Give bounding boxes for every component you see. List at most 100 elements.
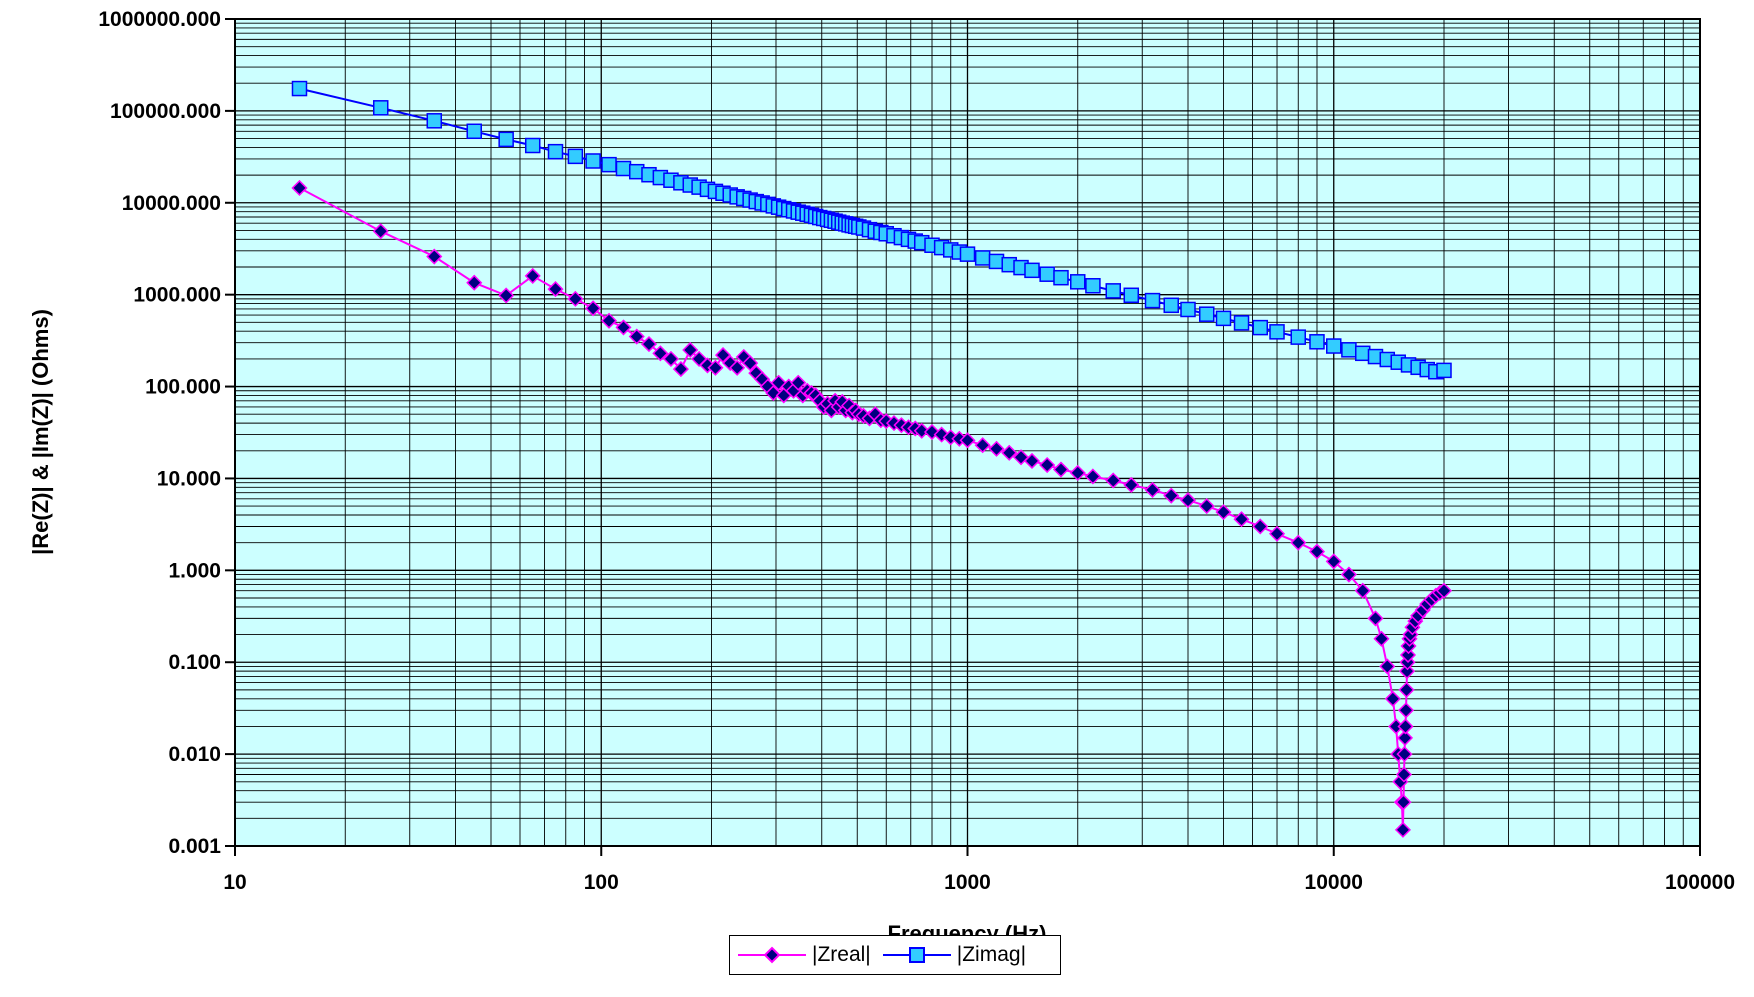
- data-point-zreal: [682, 341, 699, 359]
- legend-swatch-zreal: [738, 946, 806, 964]
- data-point-zreal: [372, 223, 389, 240]
- y-tick-labels: 1000000.000 100000.000 10000.000 1000.000 10…: [98, 8, 221, 858]
- data-point-zreal: [1233, 511, 1250, 528]
- data-point-zreal: [585, 300, 602, 317]
- y-tick-label: 10.000: [157, 467, 221, 490]
- y-tick-label: 1000000.000: [98, 8, 221, 31]
- data-point-zimag: [1024, 262, 1040, 279]
- data-point-zreal: [1395, 794, 1412, 811]
- data-point-zreal: [652, 345, 669, 362]
- data-point-zimag: [1233, 315, 1250, 331]
- data-point-zimag: [959, 246, 976, 262]
- data-point-zreal: [1084, 468, 1101, 485]
- data-point-zreal: [959, 432, 976, 449]
- data-point-zimag: [524, 137, 541, 154]
- data-point-zimag: [1144, 292, 1161, 309]
- data-point-zreal: [567, 290, 584, 307]
- data-point-zimag: [1053, 269, 1069, 286]
- data-point-zreal: [1399, 646, 1417, 664]
- data-point-zimag: [1269, 324, 1285, 340]
- data-point-zimag: [291, 80, 308, 97]
- data-point-zreal: [1325, 553, 1342, 570]
- series-zreal: [291, 179, 1453, 838]
- x-tick-label: 100: [584, 871, 619, 894]
- data-point-zreal: [1367, 610, 1384, 627]
- legend-swatch-zimag: [882, 947, 951, 963]
- data-point-zreal: [1023, 452, 1041, 470]
- data-point-zimag: [601, 156, 617, 173]
- data-point-zreal: [1290, 534, 1307, 551]
- data-point-zreal: [1398, 681, 1415, 698]
- data-point-zreal: [1340, 566, 1357, 583]
- data-point-zreal: [974, 437, 991, 454]
- data-point-zimag: [1070, 274, 1086, 290]
- data-point-zimag: [1290, 329, 1307, 345]
- data-point-zreal: [547, 281, 564, 298]
- axes: [225, 18, 1701, 856]
- x-tick-label: 10: [223, 871, 246, 894]
- data-point-zimag: [1436, 362, 1452, 379]
- y-tick-label: 1000.000: [133, 284, 221, 307]
- data-point-zreal: [615, 319, 632, 336]
- data-point-zimag: [567, 148, 584, 165]
- data-point-zimag: [1180, 301, 1196, 318]
- data-point-zimag: [1123, 287, 1140, 304]
- data-point-zreal: [1268, 525, 1286, 542]
- series-layer: [291, 80, 1453, 838]
- data-point-zimag: [1309, 334, 1325, 350]
- data-point-zimag: [1341, 342, 1357, 358]
- data-point-zimag: [1163, 297, 1179, 314]
- data-point-zimag: [1252, 319, 1269, 336]
- y-tick-label: 0.010: [168, 743, 221, 766]
- data-point-zimag: [585, 153, 601, 169]
- data-point-zimag: [974, 250, 991, 266]
- data-point-zreal: [1373, 630, 1390, 647]
- data-point-zreal: [1394, 821, 1412, 838]
- data-point-zimag: [426, 113, 443, 129]
- data-point-zreal: [1179, 492, 1197, 509]
- data-point-zimag: [1326, 338, 1342, 354]
- data-point-zreal: [498, 287, 515, 304]
- legend-item-zimag: |Zimag|: [881, 943, 1026, 967]
- data-point-zreal: [640, 336, 658, 353]
- legend: |Zreal| |Zimag|: [729, 935, 1061, 975]
- y-tick-label: 100.000: [145, 376, 221, 399]
- x-tick-label: 1000: [944, 871, 991, 894]
- x-tick-labels: 10 100 1000 10000 100000: [223, 871, 1735, 894]
- data-point-zimag: [498, 131, 514, 148]
- data-point-zimag: [1105, 283, 1121, 299]
- data-point-zreal: [707, 359, 724, 376]
- data-point-zreal: [1398, 663, 1416, 680]
- data-point-zreal: [913, 422, 930, 439]
- data-point-zreal: [1163, 487, 1180, 504]
- data-point-zimag: [466, 123, 482, 140]
- data-point-zreal: [1052, 461, 1070, 478]
- data-point-zreal: [628, 328, 645, 345]
- data-point-zimag: [1198, 306, 1215, 322]
- data-point-zreal: [988, 440, 1005, 457]
- data-point-zreal: [466, 274, 483, 291]
- data-point-zreal: [729, 359, 746, 376]
- data-point-zimag: [1355, 345, 1371, 362]
- data-point-zreal: [1105, 472, 1122, 489]
- data-point-zreal: [1397, 702, 1415, 719]
- data-point-zreal: [714, 347, 732, 364]
- legend-item-zreal: |Zreal|: [736, 943, 871, 967]
- data-point-zreal: [1396, 746, 1413, 763]
- data-point-zreal: [1198, 498, 1215, 515]
- data-point-zreal: [1308, 543, 1326, 560]
- data-point-zimag: [615, 160, 632, 177]
- y-tick-label: 0.100: [168, 651, 221, 674]
- data-point-zreal: [1144, 481, 1161, 498]
- data-point-zreal: [1354, 582, 1371, 599]
- data-point-zreal: [1039, 456, 1056, 474]
- data-point-zreal: [1395, 766, 1413, 783]
- legend-label-zimag: |Zimag|: [956, 943, 1027, 966]
- y-axis-title: |Re(Z)| & |Im(Z)| (Ohms): [28, 309, 53, 555]
- data-point-zreal: [1123, 476, 1140, 493]
- data-point-zreal: [1396, 729, 1414, 746]
- data-point-zreal: [291, 179, 308, 197]
- data-point-zreal: [1397, 718, 1414, 735]
- data-point-zreal: [662, 350, 680, 367]
